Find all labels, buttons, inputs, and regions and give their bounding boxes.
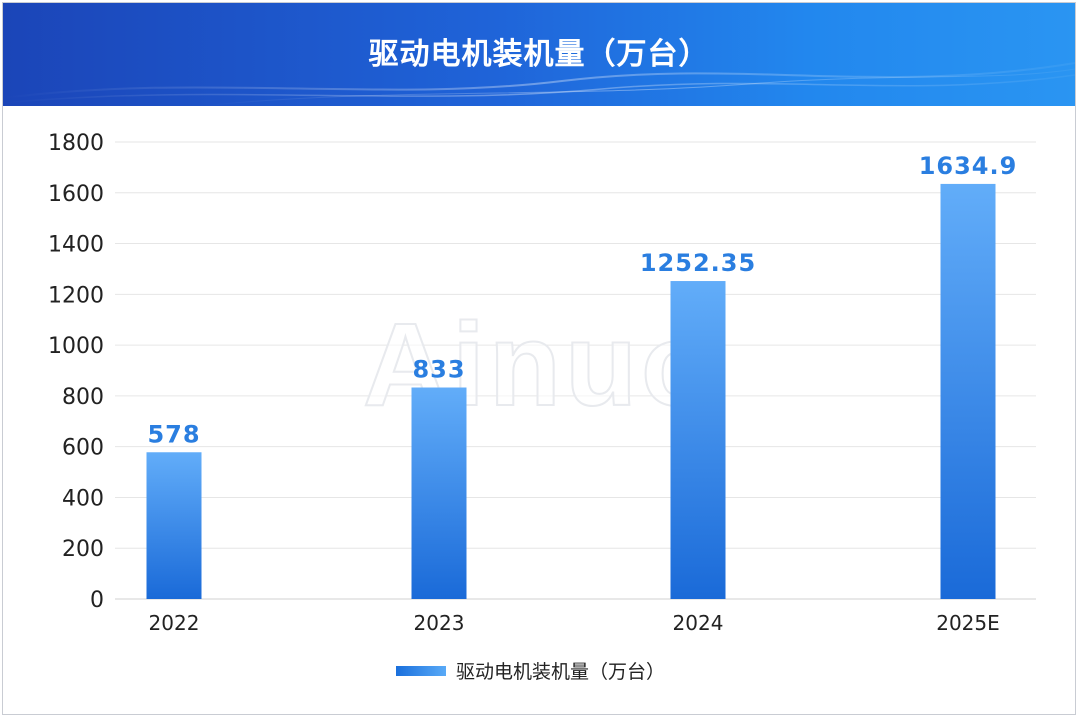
bars (146, 183, 996, 599)
value-label-2022: 578 (147, 420, 200, 448)
y-tick-label: 1600 (48, 182, 104, 207)
y-tick-label: 1000 (48, 334, 104, 359)
legend-swatch (396, 665, 446, 676)
value-label-2025E: 1634.9 (919, 152, 1018, 180)
chart-title: 驱动电机装机量（万台） (368, 37, 710, 72)
y-tick-label: 200 (62, 537, 104, 562)
x-tick-label-2025E: 2025E (936, 611, 1000, 635)
y-tick-label: 1400 (48, 233, 104, 258)
bar-2022 (146, 452, 202, 599)
value-labels: 578 833 1252.35 1634.9 (147, 152, 1018, 448)
y-axis-ticks: 0 200 400 600 800 1000 1200 1400 1600 1800 (48, 131, 104, 613)
legend-label: 驱动电机装机量（万台） (456, 661, 666, 683)
x-tick-label-2023: 2023 (414, 611, 465, 635)
banner-wave-decoration (3, 62, 1075, 106)
y-tick-label: 1200 (48, 283, 104, 308)
y-tick-label: 600 (62, 436, 104, 461)
x-tick-label-2024: 2024 (673, 611, 724, 635)
value-label-2023: 833 (412, 356, 465, 384)
bar-2024 (670, 281, 726, 599)
x-tick-label-2022: 2022 (149, 611, 200, 635)
y-tick-label: 400 (62, 486, 104, 511)
y-tick-label: 800 (62, 385, 104, 410)
y-tick-label: 1800 (48, 131, 104, 156)
gridlines (115, 141, 1036, 600)
bar-2025E (940, 183, 996, 599)
x-axis-ticks: 2022 2023 2024 2025E (149, 611, 1000, 635)
y-tick-label: 0 (90, 588, 104, 613)
legend: 驱动电机装机量（万台） (396, 657, 665, 684)
value-label-2024: 1252.35 (640, 249, 756, 277)
bar-2023 (411, 387, 467, 599)
title-banner: 驱动电机装机量（万台） (3, 3, 1075, 106)
